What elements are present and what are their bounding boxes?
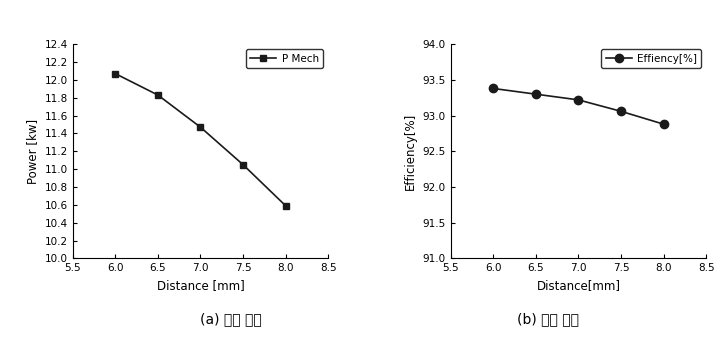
Line: Effiency[%]: Effiency[%] bbox=[489, 84, 668, 128]
Y-axis label: Power [kw]: Power [kw] bbox=[26, 119, 39, 184]
P Mech bbox=[154, 93, 162, 97]
Effiency[%] bbox=[489, 86, 498, 90]
Y-axis label: Efficiency[%]: Efficiency[%] bbox=[404, 113, 417, 190]
Effiency[%] bbox=[660, 122, 668, 126]
X-axis label: Distance[mm]: Distance[mm] bbox=[537, 279, 620, 292]
Effiency[%] bbox=[617, 109, 625, 113]
Text: (b) 효율 결과: (b) 효율 결과 bbox=[517, 312, 579, 327]
Effiency[%] bbox=[574, 98, 583, 102]
X-axis label: Distance [mm]: Distance [mm] bbox=[157, 279, 245, 292]
P Mech bbox=[196, 125, 205, 129]
P Mech bbox=[281, 204, 290, 208]
Legend: Effiency[%]: Effiency[%] bbox=[601, 49, 701, 68]
Text: (a) 출력 결과: (a) 출력 결과 bbox=[200, 312, 262, 327]
P Mech bbox=[111, 72, 119, 76]
Effiency[%] bbox=[531, 92, 540, 96]
P Mech bbox=[239, 163, 248, 167]
Line: P Mech: P Mech bbox=[112, 70, 289, 209]
Legend: P Mech: P Mech bbox=[246, 49, 323, 68]
